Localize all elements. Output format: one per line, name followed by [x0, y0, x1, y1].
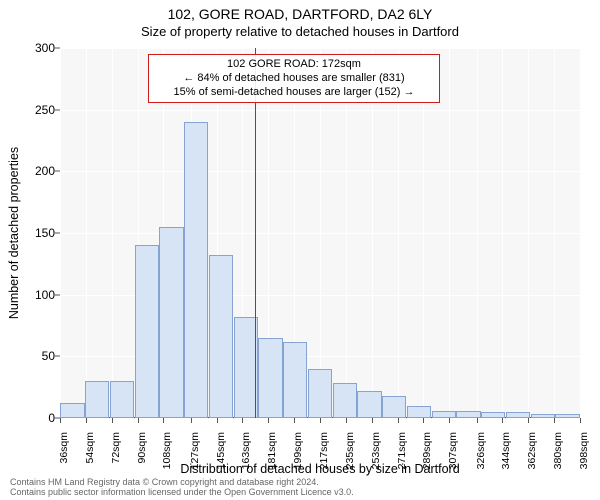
x-tick-label: 90sqm [136, 432, 148, 492]
x-tick-label: 326sqm [475, 432, 487, 492]
chart-title: 102, GORE ROAD, DARTFORD, DA2 6LY [0, 6, 600, 22]
histogram-bar [135, 245, 159, 418]
gridline-vertical [423, 48, 424, 418]
x-tick-mark [268, 418, 269, 423]
x-tick-label: 36sqm [58, 432, 70, 492]
gridline-vertical [86, 48, 87, 418]
y-tick-label: 50 [5, 349, 55, 363]
y-tick-label: 250 [5, 103, 55, 117]
histogram-bar [432, 411, 456, 418]
y-tick-label: 300 [5, 41, 55, 55]
histogram-bar [506, 412, 530, 418]
x-tick-mark [163, 418, 164, 423]
histogram-bar [333, 383, 357, 418]
gridline-vertical [502, 48, 503, 418]
x-tick-mark [242, 418, 243, 423]
gridline-vertical [320, 48, 321, 418]
histogram-bar [258, 338, 282, 418]
gridline-vertical [528, 48, 529, 418]
x-tick-label: 217sqm [318, 432, 330, 492]
x-tick-mark [580, 418, 581, 423]
histogram-bar [456, 411, 480, 418]
histogram-bar [234, 317, 258, 418]
x-tick-mark [554, 418, 555, 423]
annotation-line-2: ← 84% of detached houses are smaller (83… [155, 72, 433, 86]
y-tick-label: 200 [5, 164, 55, 178]
annotation-box: 102 GORE ROAD: 172sqm ← 84% of detached … [148, 54, 440, 103]
histogram-bar [357, 391, 381, 418]
x-tick-mark [138, 418, 139, 423]
x-tick-label: 145sqm [215, 432, 227, 492]
x-tick-mark [449, 418, 450, 423]
y-tick-mark [55, 233, 60, 234]
x-tick-mark [477, 418, 478, 423]
x-tick-label: 362sqm [526, 432, 538, 492]
x-tick-mark [60, 418, 61, 423]
chart-container: { "header": { "address": "102, GORE ROAD… [0, 0, 600, 500]
x-tick-label: 127sqm [189, 432, 201, 492]
x-tick-label: 72sqm [110, 432, 122, 492]
x-tick-label: 289sqm [421, 432, 433, 492]
y-tick-label: 0 [5, 411, 55, 425]
gridline-vertical [346, 48, 347, 418]
histogram-bar [60, 403, 84, 418]
histogram-bar [85, 381, 109, 418]
gridline-vertical [372, 48, 373, 418]
gridline-vertical [477, 48, 478, 418]
y-tick-label: 100 [5, 288, 55, 302]
gridline-vertical [398, 48, 399, 418]
x-tick-label: 108sqm [161, 432, 173, 492]
x-tick-mark [86, 418, 87, 423]
x-tick-mark [528, 418, 529, 423]
x-tick-mark [346, 418, 347, 423]
x-tick-label: 235sqm [344, 432, 356, 492]
y-tick-label: 150 [5, 226, 55, 240]
y-tick-mark [55, 109, 60, 110]
chart-subtitle: Size of property relative to detached ho… [0, 24, 600, 39]
x-tick-mark [112, 418, 113, 423]
x-tick-mark [502, 418, 503, 423]
annotation-line-1: 102 GORE ROAD: 172sqm [155, 58, 433, 72]
y-tick-mark [55, 48, 60, 49]
x-tick-mark [294, 418, 295, 423]
gridline-vertical [449, 48, 450, 418]
x-tick-label: 344sqm [500, 432, 512, 492]
x-tick-mark [423, 418, 424, 423]
gridline-vertical [60, 48, 61, 418]
histogram-bar [308, 369, 332, 418]
histogram-bar [110, 381, 134, 418]
x-tick-label: 307sqm [447, 432, 459, 492]
histogram-bar [531, 414, 555, 418]
subject-marker-line [255, 48, 256, 418]
x-tick-label: 163sqm [240, 432, 252, 492]
histogram-bar [283, 342, 307, 418]
histogram-bar [209, 255, 233, 418]
y-tick-mark [55, 356, 60, 357]
x-tick-mark [398, 418, 399, 423]
x-tick-label: 181sqm [266, 432, 278, 492]
x-tick-mark [191, 418, 192, 423]
histogram-bar [555, 414, 579, 418]
y-tick-mark [55, 294, 60, 295]
y-tick-mark [55, 171, 60, 172]
x-tick-label: 199sqm [292, 432, 304, 492]
annotation-line-3: 15% of semi-detached houses are larger (… [155, 86, 433, 100]
histogram-bar [407, 406, 431, 418]
plot-area: 102 GORE ROAD: 172sqm ← 84% of detached … [60, 48, 580, 418]
x-tick-label: 398sqm [578, 432, 590, 492]
x-tick-label: 271sqm [396, 432, 408, 492]
histogram-bar [382, 396, 406, 418]
gridline-vertical [580, 48, 581, 418]
x-tick-label: 380sqm [552, 432, 564, 492]
gridline-vertical [554, 48, 555, 418]
x-tick-mark [320, 418, 321, 423]
x-tick-label: 253sqm [370, 432, 382, 492]
histogram-bar [184, 122, 208, 418]
x-tick-mark [217, 418, 218, 423]
x-tick-label: 54sqm [84, 432, 96, 492]
histogram-bar [159, 227, 183, 418]
x-tick-mark [372, 418, 373, 423]
gridline-vertical [112, 48, 113, 418]
